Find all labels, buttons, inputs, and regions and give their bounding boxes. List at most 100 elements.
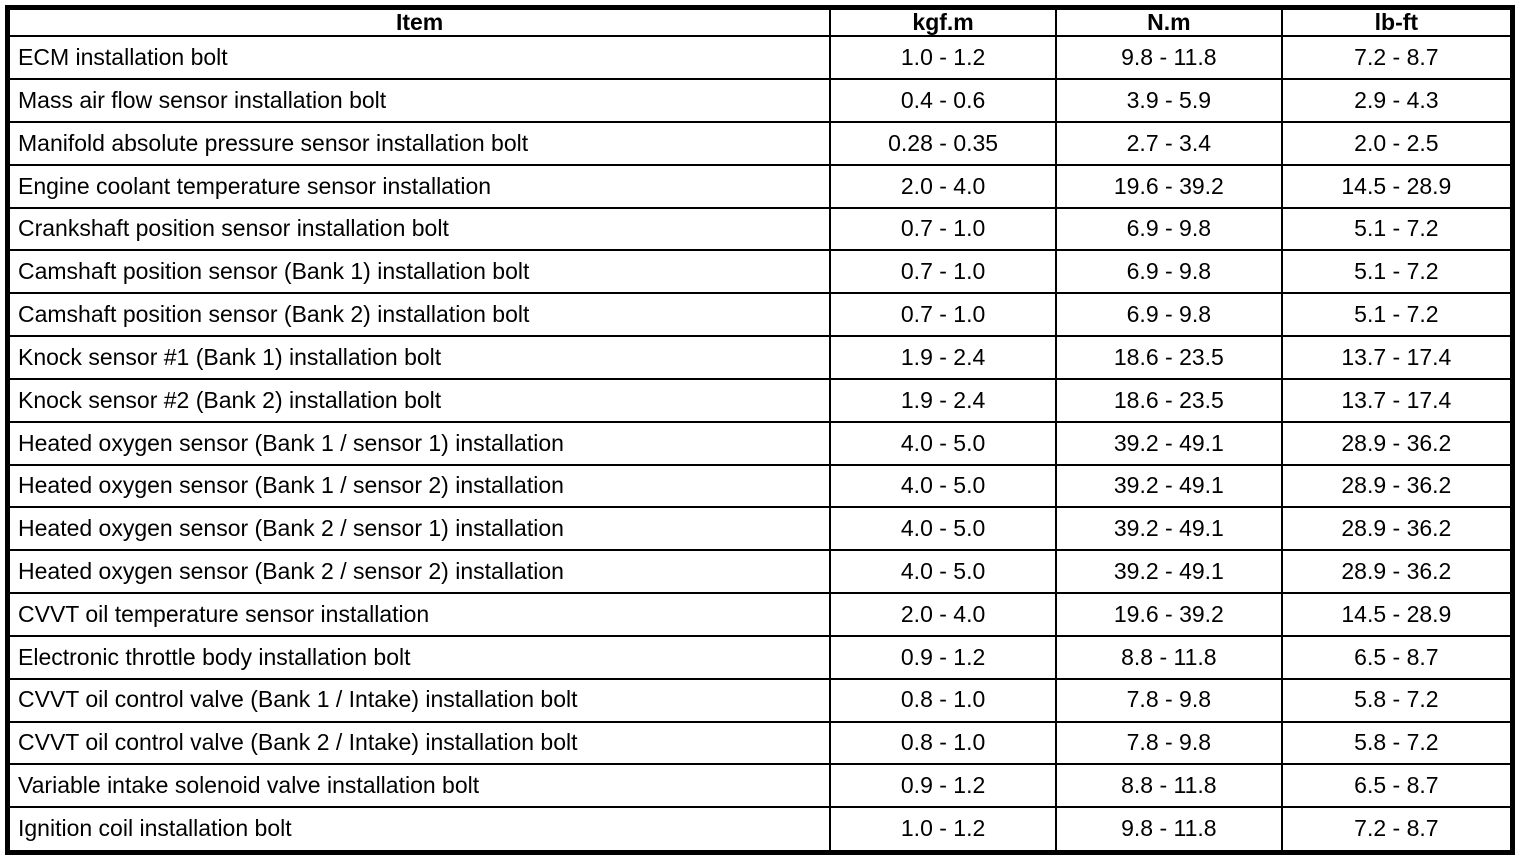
table-row: Heated oxygen sensor (Bank 2 / sensor 1)… [6, 506, 1514, 552]
item-cell: Crankshaft position sensor installation … [6, 206, 832, 252]
kgfm-cell: 4.0 - 5.0 [829, 463, 1057, 509]
kgfm-cell: 0.7 - 1.0 [829, 292, 1057, 338]
kgfm-cell: 4.0 - 5.0 [829, 506, 1057, 552]
nm-cell: 6.9 - 9.8 [1054, 206, 1283, 252]
kgfm-cell: 4.0 - 5.0 [829, 549, 1057, 595]
kgfm-cell: 0.7 - 1.0 [829, 206, 1057, 252]
table-header: Item kgf.m N.m lb-ft [6, 6, 1514, 38]
item-cell: ECM installation bolt [6, 35, 832, 81]
item-cell: Engine coolant temperature sensor instal… [6, 163, 832, 209]
nm-cell: 39.2 - 49.1 [1054, 463, 1283, 509]
nm-cell: 7.8 - 9.8 [1054, 677, 1283, 723]
table-row: Heated oxygen sensor (Bank 1 / sensor 2)… [6, 463, 1514, 509]
nm-cell: 39.2 - 49.1 [1054, 506, 1283, 552]
table-row: Knock sensor #1 (Bank 1) installation bo… [6, 335, 1514, 380]
nm-cell: 18.6 - 23.5 [1054, 335, 1283, 380]
nm-cell: 3.9 - 5.9 [1054, 78, 1283, 123]
item-cell: CVVT oil control valve (Bank 1 / Intake)… [6, 677, 832, 723]
table-row: CVVT oil control valve (Bank 2 / Intake)… [6, 720, 1514, 766]
nm-cell: 19.6 - 39.2 [1054, 163, 1283, 209]
table-row: CVVT oil temperature sensor installation… [6, 592, 1514, 637]
table-body: ECM installation bolt 1.0 - 1.2 9.8 - 11.8… [6, 35, 1514, 854]
nm-cell: 9.8 - 11.8 [1054, 806, 1283, 854]
nm-cell: 8.8 - 11.8 [1054, 763, 1283, 809]
torque-spec-table: Item kgf.m N.m lb-ft ECM installation bo… [5, 5, 1515, 855]
column-header-kgfm: kgf.m [829, 6, 1057, 38]
kgfm-cell: 0.8 - 1.0 [829, 677, 1057, 723]
kgfm-cell: 0.9 - 1.2 [829, 763, 1057, 809]
lbft-cell: 6.5 - 8.7 [1280, 763, 1514, 809]
lbft-cell: 5.1 - 7.2 [1280, 292, 1514, 338]
lbft-cell: 28.9 - 36.2 [1280, 420, 1514, 466]
nm-cell: 19.6 - 39.2 [1054, 592, 1283, 637]
table-row: CVVT oil control valve (Bank 1 / Intake)… [6, 677, 1514, 723]
lbft-cell: 14.5 - 28.9 [1280, 163, 1514, 209]
kgfm-cell: 0.9 - 1.2 [829, 634, 1057, 680]
table-row: Electronic throttle body installation bo… [6, 634, 1514, 680]
lbft-cell: 5.1 - 7.2 [1280, 249, 1514, 295]
item-cell: Ignition coil installation bolt [6, 806, 832, 854]
table-row: Knock sensor #2 (Bank 2) installation bo… [6, 377, 1514, 423]
item-cell: CVVT oil control valve (Bank 2 / Intake)… [6, 720, 832, 766]
column-header-nm: N.m [1054, 6, 1283, 38]
table-row: Engine coolant temperature sensor instal… [6, 163, 1514, 209]
lbft-cell: 28.9 - 36.2 [1280, 463, 1514, 509]
document-page: Item kgf.m N.m lb-ft ECM installation bo… [0, 5, 1520, 865]
lbft-cell: 7.2 - 8.7 [1280, 35, 1514, 81]
kgfm-cell: 4.0 - 5.0 [829, 420, 1057, 466]
kgfm-cell: 2.0 - 4.0 [829, 163, 1057, 209]
nm-cell: 2.7 - 3.4 [1054, 120, 1283, 166]
table-row: Camshaft position sensor (Bank 2) instal… [6, 292, 1514, 338]
table-row: ECM installation bolt 1.0 - 1.2 9.8 - 11.8… [6, 35, 1514, 81]
lbft-cell: 5.8 - 7.2 [1280, 677, 1514, 723]
item-cell: Heated oxygen sensor (Bank 2 / sensor 2)… [6, 549, 832, 595]
item-cell: Electronic throttle body installation bo… [6, 634, 832, 680]
kgfm-cell: 2.0 - 4.0 [829, 592, 1057, 637]
lbft-cell: 13.7 - 17.4 [1280, 335, 1514, 380]
nm-cell: 39.2 - 49.1 [1054, 420, 1283, 466]
nm-cell: 6.9 - 9.8 [1054, 249, 1283, 295]
lbft-cell: 7.2 - 8.7 [1280, 806, 1514, 854]
nm-cell: 7.8 - 9.8 [1054, 720, 1283, 766]
lbft-cell: 13.7 - 17.4 [1280, 377, 1514, 423]
item-cell: Heated oxygen sensor (Bank 1 / sensor 2)… [6, 463, 832, 509]
item-cell: Mass air flow sensor installation bolt [6, 78, 832, 123]
item-cell: Knock sensor #2 (Bank 2) installation bo… [6, 377, 832, 423]
lbft-cell: 6.5 - 8.7 [1280, 634, 1514, 680]
kgfm-cell: 1.0 - 1.2 [829, 35, 1057, 81]
item-cell: Camshaft position sensor (Bank 2) instal… [6, 292, 832, 338]
table-row: Heated oxygen sensor (Bank 1 / sensor 1)… [6, 420, 1514, 466]
kgfm-cell: 1.0 - 1.2 [829, 806, 1057, 854]
item-cell: Knock sensor #1 (Bank 1) installation bo… [6, 335, 832, 380]
lbft-cell: 2.9 - 4.3 [1280, 78, 1514, 123]
item-cell: Heated oxygen sensor (Bank 2 / sensor 1)… [6, 506, 832, 552]
kgfm-cell: 0.7 - 1.0 [829, 249, 1057, 295]
item-cell: Manifold absolute pressure sensor instal… [6, 120, 832, 166]
item-cell: Heated oxygen sensor (Bank 1 / sensor 1)… [6, 420, 832, 466]
nm-cell: 9.8 - 11.8 [1054, 35, 1283, 81]
kgfm-cell: 1.9 - 2.4 [829, 377, 1057, 423]
lbft-cell: 5.1 - 7.2 [1280, 206, 1514, 252]
nm-cell: 6.9 - 9.8 [1054, 292, 1283, 338]
column-header-lbft: lb-ft [1280, 6, 1514, 38]
lbft-cell: 2.0 - 2.5 [1280, 120, 1514, 166]
lbft-cell: 28.9 - 36.2 [1280, 506, 1514, 552]
item-cell: CVVT oil temperature sensor installation [6, 592, 832, 637]
nm-cell: 8.8 - 11.8 [1054, 634, 1283, 680]
nm-cell: 39.2 - 49.1 [1054, 549, 1283, 595]
table-row: Ignition coil installation bolt 1.0 - 1.2… [6, 806, 1514, 854]
item-cell: Variable intake solenoid valve installat… [6, 763, 832, 809]
kgfm-cell: 0.4 - 0.6 [829, 78, 1057, 123]
table-row: Mass air flow sensor installation bolt 0.… [6, 78, 1514, 123]
table-row: Crankshaft position sensor installation … [6, 206, 1514, 252]
lbft-cell: 5.8 - 7.2 [1280, 720, 1514, 766]
lbft-cell: 14.5 - 28.9 [1280, 592, 1514, 637]
table-row: Variable intake solenoid valve installat… [6, 763, 1514, 809]
header-row: Item kgf.m N.m lb-ft [6, 6, 1514, 38]
kgfm-cell: 1.9 - 2.4 [829, 335, 1057, 380]
nm-cell: 18.6 - 23.5 [1054, 377, 1283, 423]
table-row: Manifold absolute pressure sensor instal… [6, 120, 1514, 166]
kgfm-cell: 0.28 - 0.35 [829, 120, 1057, 166]
column-header-item: Item [6, 6, 832, 38]
table-row: Heated oxygen sensor (Bank 2 / sensor 2)… [6, 549, 1514, 595]
